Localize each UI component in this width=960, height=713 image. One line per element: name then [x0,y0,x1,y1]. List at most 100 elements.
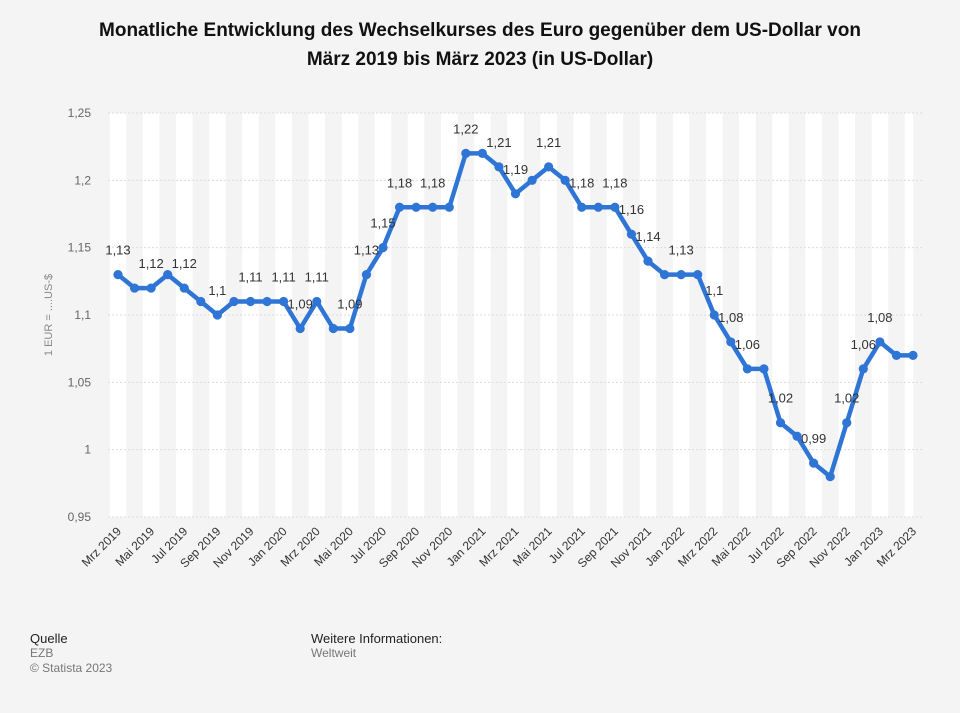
data-label: 0,99 [801,431,826,446]
data-label: 1,02 [768,391,793,406]
data-point [891,350,902,360]
source-name: EZB [30,646,54,660]
data-point [146,283,156,293]
data-point [726,337,736,347]
data-point [477,148,487,158]
data-point [444,202,454,212]
data-label: 1,13 [105,243,130,258]
data-label: 1,21 [486,135,511,150]
data-point [775,418,786,428]
data-point [577,202,587,212]
data-label: 1,09 [337,296,362,311]
y-tick-label: 1,15 [68,241,92,255]
data-point [229,296,239,307]
data-point [428,202,438,212]
background-band [871,113,889,517]
data-point [312,296,322,307]
data-label: 1,19 [503,162,528,177]
y-tick-label: 1,2 [74,173,91,187]
data-labels: 1,13 1,12 1,12 1,1 1,11 1,11 1,09 1,11 1,09 1,13 1… [105,121,892,446]
chart-title-line-2: März 2019 bis März 2023 (in US-Dollar) [306,49,654,70]
data-point [792,431,802,441]
data-point [510,189,521,199]
info-text: Weltweit [311,646,357,660]
data-label: 1,06 [851,337,876,352]
data-point [593,202,603,212]
copyright: © Statista 2023 [30,661,113,675]
data-label: 1,18 [420,175,445,190]
data-points [113,148,918,482]
data-point [245,296,256,307]
data-label: 1,11 [238,270,262,285]
data-label: 1,18 [387,175,412,190]
data-point [809,458,819,468]
info-block: Weitere Informationen: Weltweit [311,631,442,661]
data-point [394,202,405,212]
source-heading: Quelle [30,631,68,646]
data-label: 1,09 [288,296,313,311]
data-label: 1,14 [635,229,660,244]
background-band [374,113,392,517]
data-point [842,418,852,428]
background-band [739,113,756,517]
data-point [742,364,752,374]
data-point [196,296,206,307]
data-point [328,323,338,334]
data-label: 1,21 [536,135,561,150]
data-label: 1,15 [370,216,395,231]
y-tick-label: 1 [84,443,91,457]
info-heading: Weitere Informationen: [311,631,443,646]
data-point [494,162,504,172]
data-label: 1,12 [172,256,197,271]
data-point [212,310,222,320]
y-tick-label: 1,25 [68,106,92,120]
data-label: 1,1 [705,283,723,298]
background-band [507,113,524,517]
source-block: Quelle EZB © Statista 2023 [30,631,112,676]
data-point [361,270,372,280]
data-point [875,337,885,347]
data-point [262,296,272,307]
y-axis-label: 1 EUR = ....US-$ [43,274,55,356]
data-point [345,323,355,334]
data-label: 1,18 [569,175,594,190]
data-point [560,175,570,185]
data-label: 1,1 [208,283,226,298]
data-point [163,270,173,280]
data-point [378,243,388,253]
data-label: 1,11 [271,270,295,285]
data-label: 1,11 [305,270,329,285]
data-label: 1,13 [668,243,693,258]
background-band [474,113,491,517]
data-label: 1,22 [453,121,478,136]
data-point [279,296,289,307]
data-point [693,270,703,280]
chart-title: Monatliche Entwicklung des Wechselkurses… [40,16,920,74]
data-point [295,323,305,334]
data-point [461,148,471,158]
data-point [643,256,653,266]
data-point [113,270,123,280]
data-label: 1,12 [138,256,163,271]
y-tick-label: 1,05 [68,375,92,389]
background-band [242,113,259,517]
chart-title-line-1: Monatliche Entwicklung des Wechselkurses… [99,20,861,41]
y-tick-label: 0,95 [68,510,92,524]
data-point [179,283,189,293]
data-label: 1,08 [867,310,892,325]
data-point [908,350,918,360]
data-point [858,364,868,374]
data-label: 1,13 [354,243,379,258]
data-label: 1,06 [735,337,760,352]
data-point [825,472,835,482]
data-point [676,270,686,280]
background-band [142,113,160,517]
data-point [709,310,719,320]
data-label: 1,16 [619,202,644,217]
data-point [544,162,554,172]
data-label: 1,02 [834,391,859,406]
data-point [527,175,537,185]
data-point [626,229,637,239]
